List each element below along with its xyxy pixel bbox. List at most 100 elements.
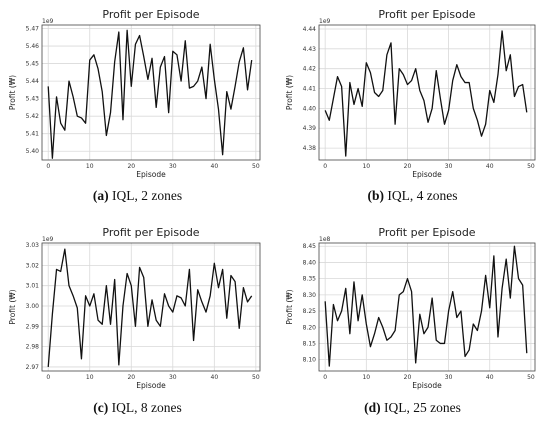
y-axis-label-a: Profit (₩) <box>8 75 17 110</box>
data-point-c <box>139 267 140 268</box>
data-point-a <box>77 116 78 117</box>
y-tick-label-c: 2.99 <box>26 323 40 330</box>
data-point-b <box>436 70 437 71</box>
data-point-b <box>407 84 408 85</box>
y-tick-label-a: 5.46 <box>26 43 40 50</box>
data-point-c <box>81 358 82 359</box>
data-point-b <box>469 82 470 83</box>
data-point-b <box>345 155 346 156</box>
line-chart-b: Profit per Episode 1e9 4.38 4.39 4.40 4.41 4.4… <box>285 8 536 179</box>
data-point-d <box>333 304 334 305</box>
data-point-d <box>325 301 326 302</box>
data-point-c <box>156 320 157 321</box>
data-point-d <box>366 323 367 324</box>
data-point-a <box>226 91 227 92</box>
data-point-a <box>56 96 57 97</box>
x-tick-label-b: 10 <box>362 163 370 170</box>
data-point-c <box>239 328 240 329</box>
data-point-d <box>353 281 354 282</box>
data-point-b <box>444 124 445 125</box>
caption-text-c: IQL, 8 zones <box>108 400 182 415</box>
data-point-c <box>160 326 161 327</box>
y-tick-label-c: 3.03 <box>26 242 40 249</box>
data-point-b <box>399 68 400 69</box>
data-point-d <box>497 336 498 337</box>
data-point-a <box>222 154 223 155</box>
data-point-c <box>89 305 90 306</box>
data-point-d <box>349 333 350 334</box>
y-tick-label-d: 8.20 <box>303 324 317 331</box>
data-point-c <box>247 301 248 302</box>
data-point-d <box>464 356 465 357</box>
y-tick-label-b: 4.44 <box>303 26 317 33</box>
chart-panel-d: Profit per Episode 1e8 8.10 8.15 8.20 8.25 8.3… <box>275 223 550 398</box>
y-tick-label-a: 5.44 <box>26 78 40 85</box>
y-axis-label-c: Profit (₩) <box>8 289 17 324</box>
data-point-a <box>151 58 152 59</box>
x-tick-label-a: 50 <box>252 163 260 170</box>
chart-title-a: Profit per Episode <box>102 8 199 21</box>
series-line-d <box>324 245 528 367</box>
data-point-c <box>52 314 53 315</box>
caption-c: (c) IQL, 8 zones <box>0 400 275 416</box>
data-point-b <box>427 122 428 123</box>
data-point-b <box>403 74 404 75</box>
data-point-c <box>205 311 206 312</box>
data-point-d <box>522 285 523 286</box>
data-point-d <box>493 255 494 256</box>
data-point-c <box>77 307 78 308</box>
data-point-b <box>370 72 371 73</box>
data-point-b <box>357 88 358 89</box>
chart-panel-a: Profit per Episode 1e9 5.40 5.41 5.42 5.43 5.4… <box>0 0 275 185</box>
data-point-c <box>73 295 74 296</box>
data-point-c <box>185 305 186 306</box>
data-point-d <box>390 336 391 337</box>
caption-text-d: IQL, 25 zones <box>380 400 461 415</box>
data-point-a <box>185 40 186 41</box>
caption-label-a: (a) <box>92 188 109 203</box>
x-axis-label-a: Episode <box>136 170 166 179</box>
data-point-d <box>411 291 412 292</box>
data-point-a <box>234 86 235 87</box>
x-tick-label-a: 20 <box>127 163 135 170</box>
data-point-d <box>337 320 338 321</box>
y-offset-label-b: 1e9 <box>319 18 331 25</box>
data-point-d <box>419 314 420 315</box>
data-point-c <box>143 277 144 278</box>
line-chart-a: Profit per Episode 1e9 5.40 5.41 5.42 5.43 5.4… <box>8 8 261 179</box>
data-point-c <box>176 295 177 296</box>
data-point-b <box>464 82 465 83</box>
data-point-d <box>378 317 379 318</box>
data-point-c <box>56 269 57 270</box>
x-axis-label-d: Episode <box>412 381 442 390</box>
x-tick-label-b: 20 <box>404 163 412 170</box>
y-offset-label-a: 1e9 <box>42 18 54 25</box>
data-point-b <box>349 82 350 83</box>
data-point-c <box>189 269 190 270</box>
x-tick-label-c: 0 <box>46 374 50 381</box>
x-tick-label-d: 20 <box>404 374 412 381</box>
data-point-c <box>164 293 165 294</box>
data-point-a <box>247 89 248 90</box>
data-point-a <box>205 98 206 99</box>
data-point-d <box>448 310 449 311</box>
data-point-c <box>151 299 152 300</box>
data-point-d <box>382 327 383 328</box>
line-chart-c: Profit per Episode 1e9 2.97 2.98 2.99 3.00 3.0… <box>8 226 261 390</box>
data-point-a <box>164 56 165 57</box>
data-point-d <box>423 333 424 334</box>
x-tick-label-d: 50 <box>527 374 535 381</box>
data-point-b <box>481 136 482 137</box>
data-point-a <box>143 56 144 57</box>
data-point-c <box>93 293 94 294</box>
caption-text-a: IQL, 2 zones <box>108 188 183 203</box>
data-point-a <box>210 44 211 45</box>
data-point-a <box>139 35 140 36</box>
data-point-c <box>106 285 107 286</box>
data-point-c <box>201 301 202 302</box>
data-point-c <box>114 279 115 280</box>
data-point-b <box>526 112 527 113</box>
data-point-b <box>497 74 498 75</box>
data-point-b <box>362 106 363 107</box>
data-point-d <box>362 294 363 295</box>
